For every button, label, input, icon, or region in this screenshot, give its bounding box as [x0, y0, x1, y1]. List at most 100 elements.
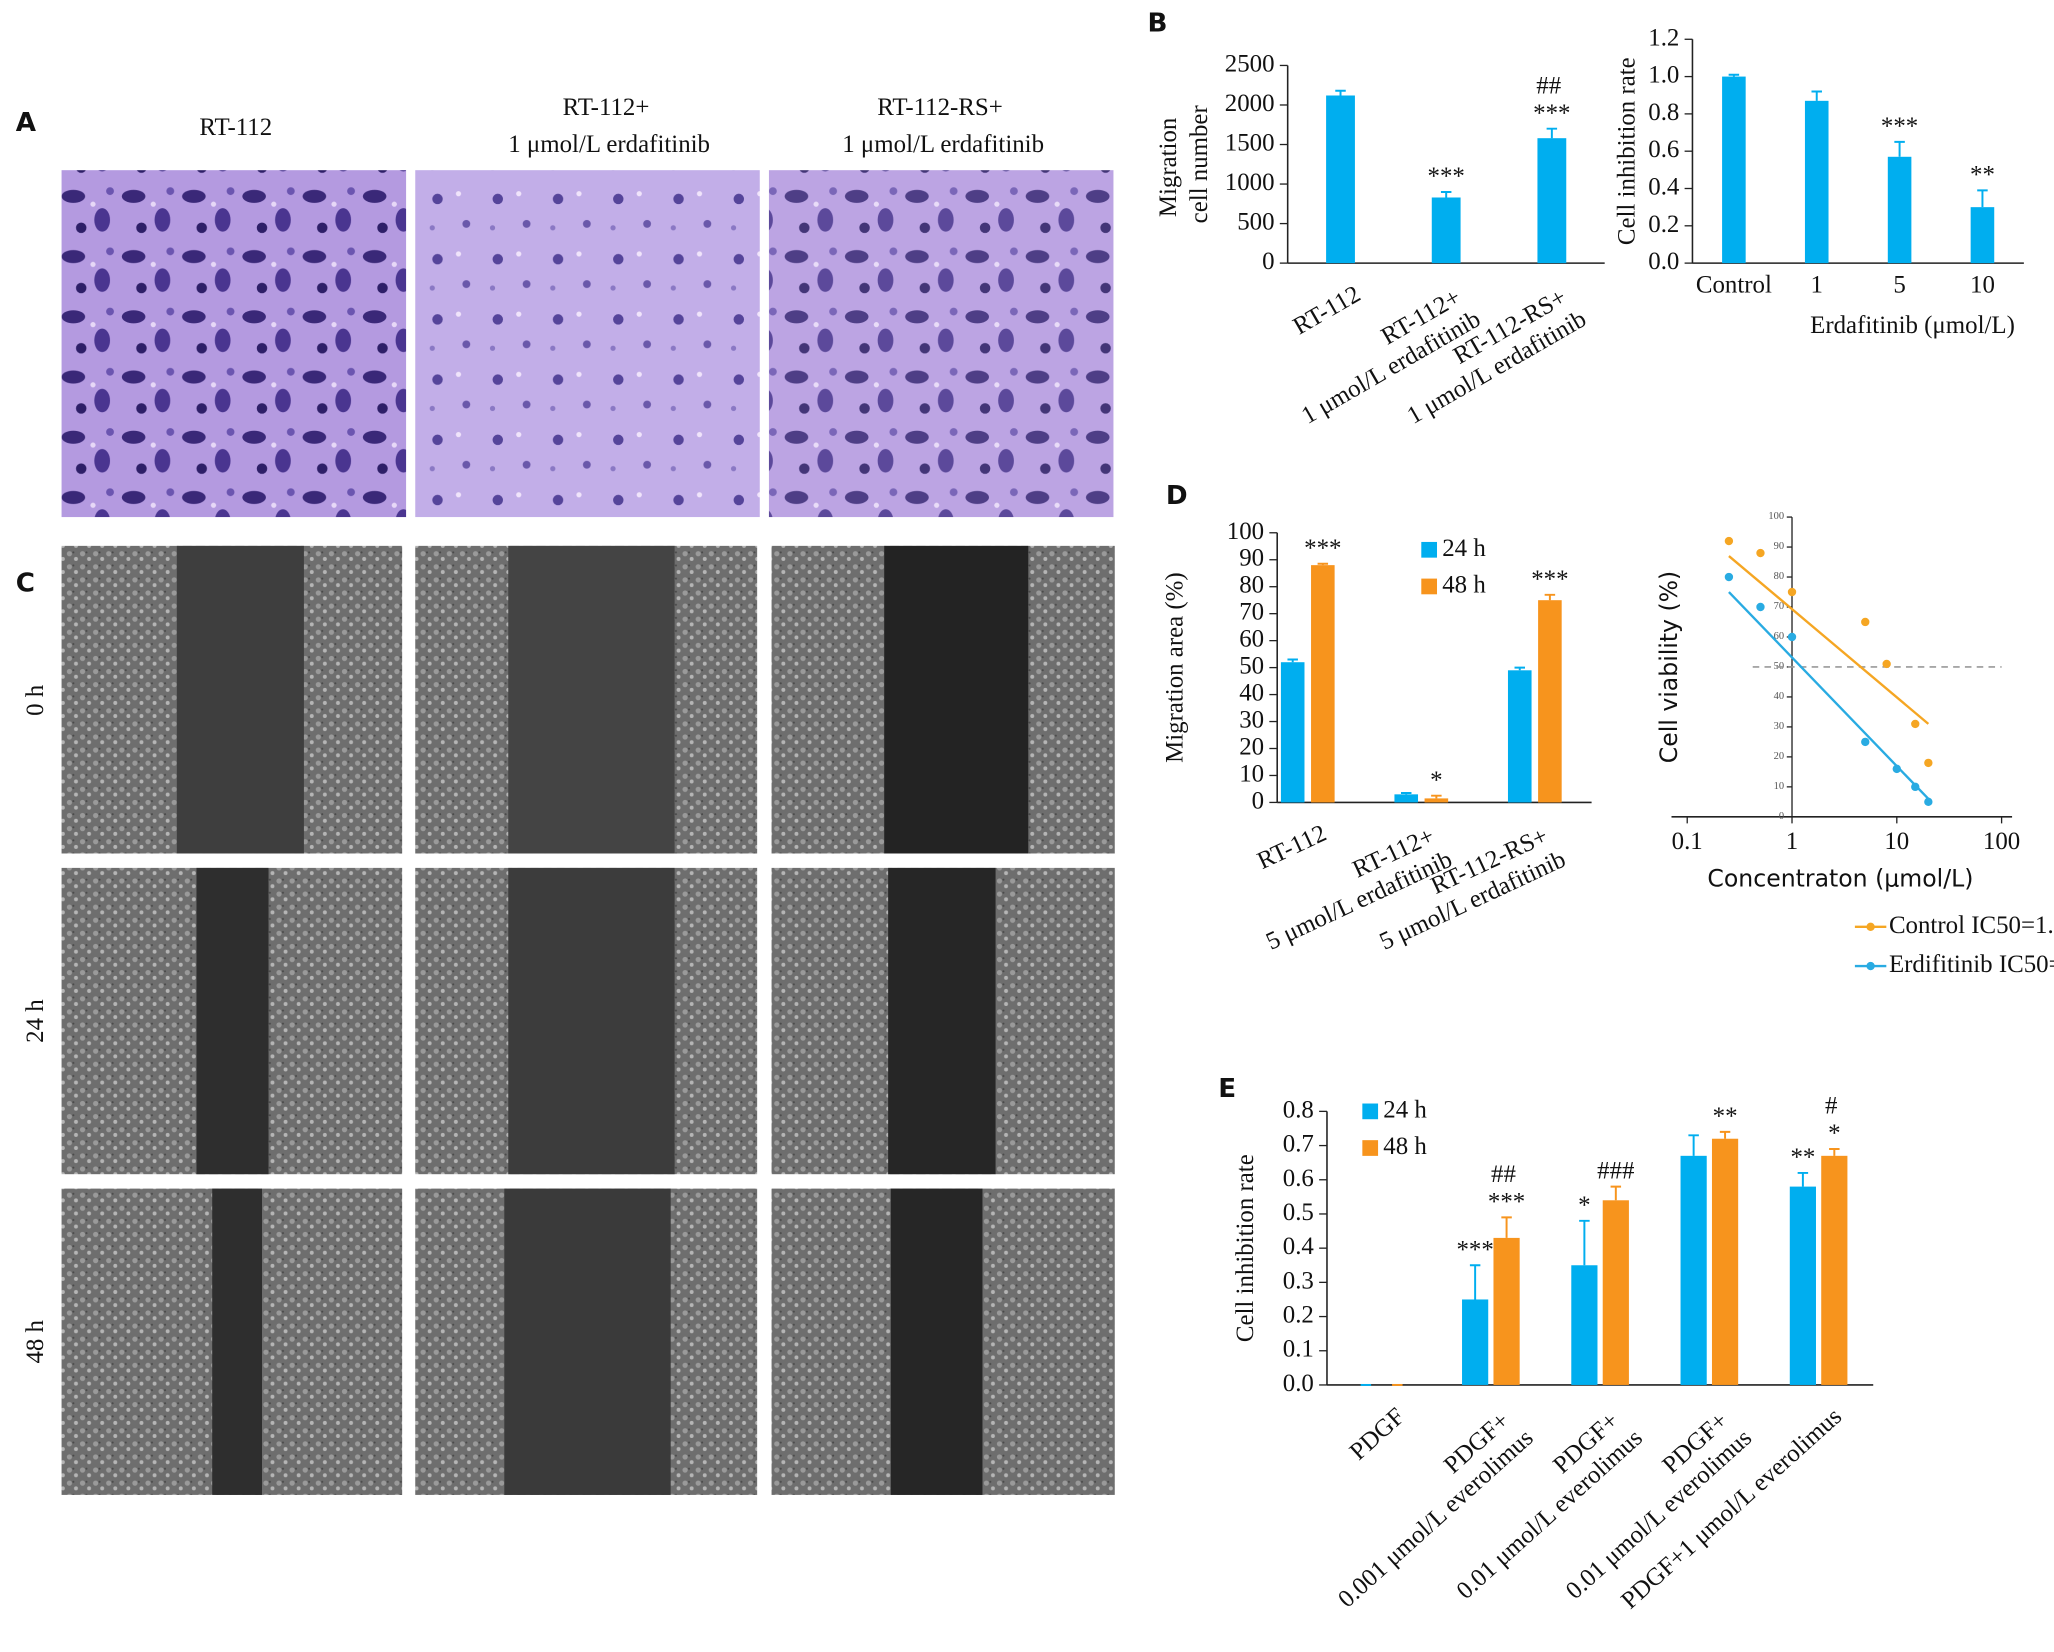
bar	[1280, 662, 1305, 803]
y-tick-label: 0.8	[1648, 99, 1679, 126]
y-tick-label: 1500	[1225, 129, 1275, 156]
bar	[1680, 1155, 1707, 1385]
significance-label: ## ***	[1533, 72, 1570, 126]
significance-label: *	[1578, 1192, 1590, 1219]
bar	[1571, 1265, 1598, 1385]
point	[1787, 632, 1797, 642]
legend-marker	[1866, 922, 1875, 931]
error-bar	[1579, 1219, 1590, 1266]
legend-label: Erdifitinib IC50=6.844 μmol/L	[1889, 951, 2054, 978]
bar	[1602, 1200, 1629, 1385]
y-axis-label: Migration area (%)	[1161, 572, 1188, 763]
panel-label: E	[1218, 1074, 1236, 1104]
x-tick-label: PDGF	[1345, 1403, 1410, 1466]
bar	[1789, 1186, 1816, 1385]
row-label: 48 h	[22, 1319, 49, 1363]
y-axis-label: Migration cell number	[1154, 105, 1212, 224]
legend-marker	[1866, 961, 1875, 971]
y-tick-label: 2000	[1225, 90, 1275, 117]
bar	[1462, 1299, 1489, 1385]
significance-label: ***	[1456, 1236, 1493, 1263]
significance-label: ***	[1881, 113, 1918, 140]
y-tick-label: 0.0	[1648, 248, 1679, 275]
column-title: RT-112	[199, 114, 272, 141]
error-bar	[1797, 1171, 1809, 1187]
bar	[1804, 100, 1829, 264]
y-tick-label: 20	[1239, 733, 1264, 760]
y-axis-label: Cell viability (%)	[1655, 571, 1683, 763]
y-tick-label: 90	[1239, 544, 1264, 571]
bar	[1537, 138, 1567, 264]
legend-swatch	[1421, 578, 1438, 595]
point	[1861, 737, 1870, 747]
x-tick-label: 5	[1893, 271, 1905, 298]
y-tick-label: 0.6	[1648, 136, 1679, 163]
legend-label: Control IC50=1.441 μmol/L	[1889, 912, 2054, 939]
bar	[1394, 794, 1419, 803]
bar	[1970, 207, 1995, 264]
error-bar	[1469, 1264, 1481, 1300]
y-tick-label: 0.8	[1283, 1096, 1314, 1123]
legend-swatch	[1421, 541, 1438, 558]
point	[1787, 587, 1797, 597]
y-tick-label: 500	[1237, 208, 1274, 235]
y-tick-label: 1000	[1225, 169, 1275, 196]
error-bar	[1431, 794, 1442, 799]
row-label: 24 h	[22, 999, 49, 1043]
x-tick-label: 10	[1884, 828, 1909, 855]
legend-swatch	[1362, 1140, 1379, 1156]
bar	[1431, 197, 1461, 264]
y-tick-label: 70	[1774, 601, 1784, 612]
bar	[1722, 76, 1746, 264]
legend-label: 48 h	[1442, 571, 1486, 598]
row-label: 0 h	[22, 684, 49, 716]
panel-label: B	[1148, 8, 1168, 38]
error-bar	[1440, 190, 1452, 198]
scratch-gap	[212, 1188, 262, 1495]
error-bar	[1287, 658, 1298, 663]
y-tick-label: 80	[1774, 571, 1784, 582]
scratch-gap	[508, 867, 675, 1175]
y-tick-label: 0	[1252, 787, 1264, 814]
y-axis-label: Cell inhibition rate	[1232, 1154, 1259, 1342]
y-tick-label: 90	[1774, 541, 1784, 552]
y-tick-label: 50	[1239, 652, 1264, 679]
error-bar	[1514, 666, 1526, 671]
x-tick-label: 100	[1983, 828, 2020, 855]
scratch-gap	[176, 545, 304, 854]
legend-swatch	[1362, 1103, 1379, 1120]
micrograph	[415, 170, 760, 518]
x-axis-label: Concentraton (μmol/L)	[1707, 864, 1973, 892]
y-tick-label: 20	[1774, 751, 1784, 762]
y-tick-label: 0.0	[1283, 1370, 1314, 1397]
bar	[1887, 156, 1912, 264]
y-tick-label: 0.5	[1283, 1199, 1314, 1226]
bar	[1711, 1138, 1739, 1385]
y-tick-label: 2500	[1225, 50, 1275, 77]
x-axis-label: Erdafitinib (μmol/L)	[1810, 312, 2015, 339]
y-tick-label: 0.6	[1283, 1164, 1314, 1191]
y-tick-label: 0.2	[1283, 1301, 1314, 1328]
fit-line	[1728, 555, 1930, 725]
error-bar	[1610, 1185, 1622, 1201]
y-tick-label: 100	[1768, 511, 1784, 522]
panel-label: D	[1166, 481, 1188, 511]
y-tick-label: 100	[1227, 517, 1264, 544]
error-bar	[1719, 1130, 1731, 1139]
y-tick-label: 60	[1774, 631, 1784, 642]
point	[1892, 764, 1901, 774]
legend-label: 24 h	[1383, 1096, 1427, 1123]
error-bar	[1728, 73, 1740, 77]
error-bar	[1317, 562, 1329, 566]
panel-label: C	[16, 569, 35, 599]
y-tick-label: 40	[1239, 679, 1264, 706]
column-title: RT-112+ 1 μmol/L erdafitinib	[508, 94, 710, 158]
panel-label: A	[16, 108, 37, 138]
point	[1911, 719, 1920, 729]
significance-label: **	[1790, 1144, 1815, 1171]
error-bar	[1544, 593, 1556, 601]
y-tick-label: 30	[1774, 721, 1784, 732]
y-tick-label: 80	[1239, 571, 1264, 598]
x-tick-label: 1	[1786, 828, 1798, 855]
